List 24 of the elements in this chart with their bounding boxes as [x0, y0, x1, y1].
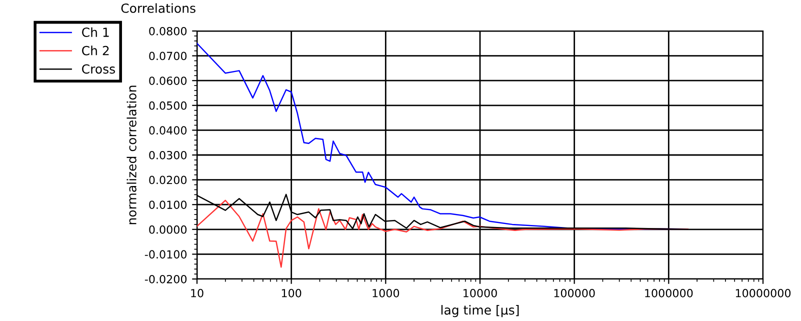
x-tick-label: 100000 [554, 288, 595, 298]
y-tick-label: 0.0500 [149, 101, 187, 110]
x-tick-label: 1000 [372, 288, 400, 298]
y-tick-label: 0.0000 [149, 225, 187, 234]
legend-label: Ch 2 [82, 46, 109, 56]
legend-label: Cross [82, 64, 115, 74]
x-axis-title: lag time [µs] [441, 305, 519, 318]
y-tick-label: -0.0100 [144, 250, 187, 259]
chart-title: Correlations [121, 3, 196, 13]
x-tick-label: 10000 [464, 288, 497, 298]
x-tick-label: 100 [282, 288, 302, 298]
y-tick-label: 0.0300 [149, 150, 187, 160]
x-tick-label: 10 [191, 288, 204, 298]
legend-label: Ch 1 [82, 27, 109, 37]
y-tick-label: 0.0400 [149, 126, 187, 135]
y-tick-label: 0.0700 [149, 52, 187, 60]
x-tick-label: 1000000 [645, 288, 693, 298]
y-tick-label: 0.0100 [149, 200, 187, 209]
y-tick-label: 0.0600 [149, 76, 187, 85]
x-tick-label: 10000000 [736, 288, 791, 298]
y-tick-label: 0.0200 [149, 176, 187, 184]
y-tick-label: -0.0200 [144, 274, 187, 284]
y-axis-title: normalized correlation [126, 86, 136, 224]
y-tick-label: 0.0800 [149, 26, 187, 36]
